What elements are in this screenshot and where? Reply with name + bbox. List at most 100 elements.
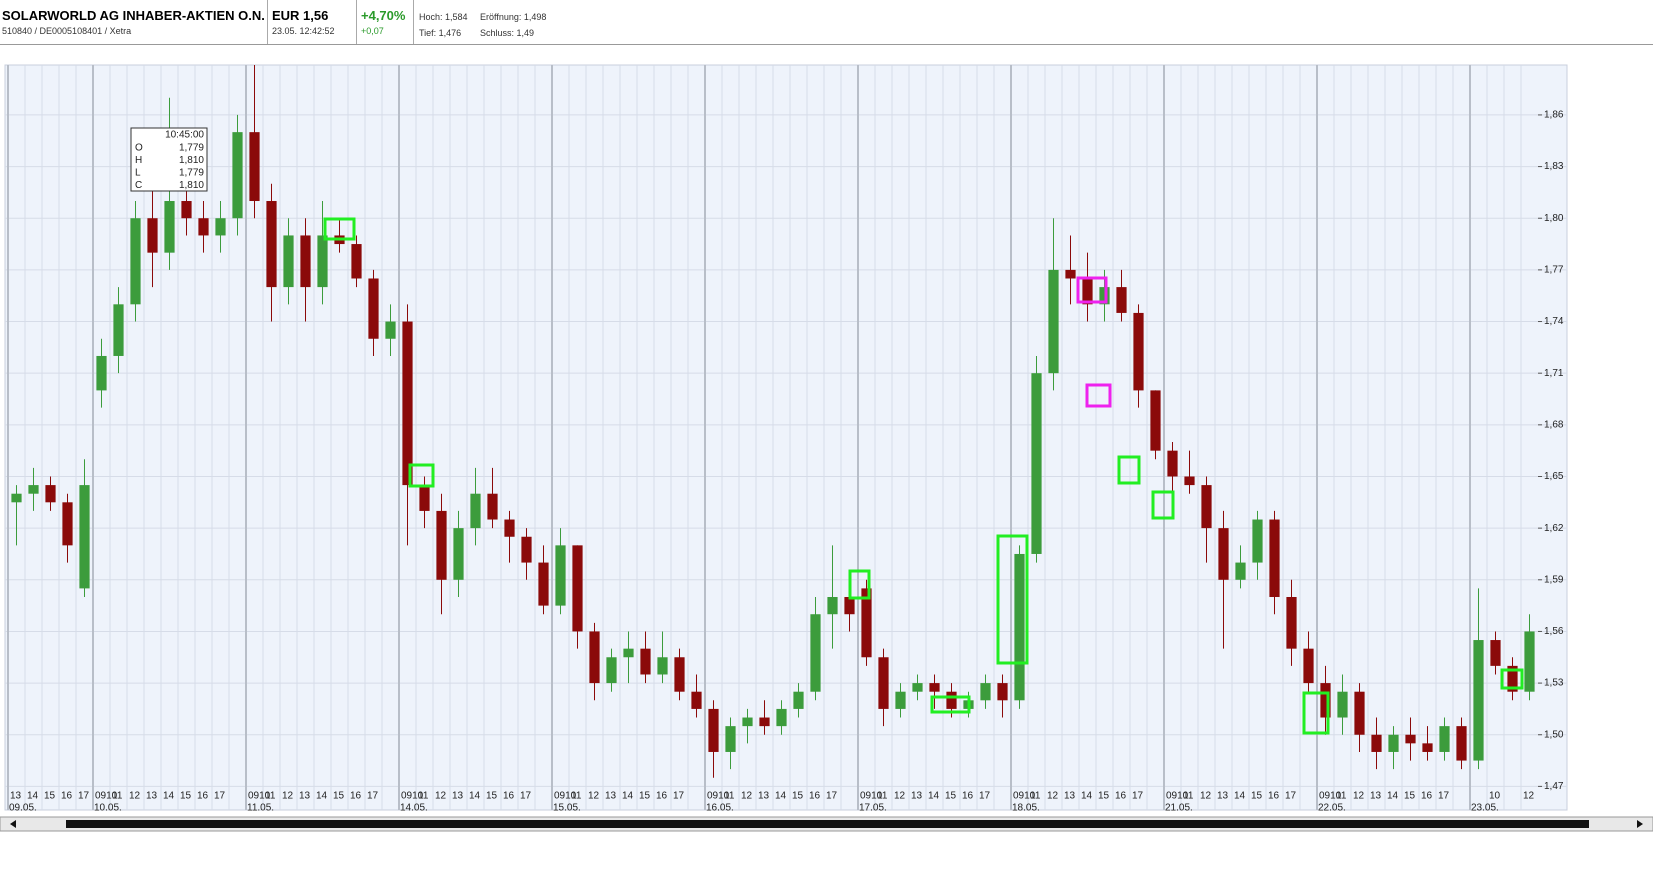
day-label: 23.05. xyxy=(1471,803,1499,814)
y-tick-label: 1,86 xyxy=(1544,110,1564,121)
x-tick-label: 14 xyxy=(316,791,328,802)
candle-body xyxy=(198,218,209,236)
x-tick-label: 12 xyxy=(894,791,906,802)
x-tick-label: 17 xyxy=(979,791,991,802)
candle-body xyxy=(1473,640,1484,761)
highlight-box xyxy=(323,217,356,241)
chart: 1,47 1,50 1,53 1,56 1,59 1,62 1,65 1,68 1,71 1,74… xyxy=(0,64,1653,832)
candle-body xyxy=(1065,269,1076,279)
x-tick-label: 16 xyxy=(1421,791,1433,802)
x-tick-label: 13 xyxy=(911,791,923,802)
x-tick-label: 0910 xyxy=(1013,791,1036,802)
candle-body xyxy=(470,493,481,529)
axes: 1,47 1,50 1,53 1,56 1,59 1,62 1,65 1,68 1,71 1,74… xyxy=(9,110,1564,814)
x-tick-label: 17 xyxy=(1132,791,1144,802)
x-tick-label: 13 xyxy=(146,791,158,802)
candle-body xyxy=(708,708,719,752)
candle-body xyxy=(997,683,1008,701)
candle-body xyxy=(776,708,787,727)
x-tick-label: 16 xyxy=(1268,791,1280,802)
x-tick-label: 12 xyxy=(1523,791,1535,802)
candle-body xyxy=(385,321,396,339)
highlight-box xyxy=(1085,383,1112,408)
x-tick-label: 13 xyxy=(758,791,770,802)
candle-body xyxy=(1405,734,1416,744)
x-tick-label: 11 xyxy=(571,791,582,802)
day-open: Eröffnung: 1,498 xyxy=(480,12,547,22)
tooltip-key: C xyxy=(135,180,142,191)
day-low: Tief: 1,476 xyxy=(419,28,462,38)
x-tick-label: 14 xyxy=(928,791,940,802)
candle-body xyxy=(1303,648,1314,684)
candle-body xyxy=(793,691,804,709)
candle-body xyxy=(351,244,362,279)
candle-body xyxy=(1235,562,1246,580)
candle-body xyxy=(1014,553,1025,701)
candle-body xyxy=(623,648,634,658)
grid xyxy=(5,65,1567,810)
candle-body xyxy=(1507,665,1518,692)
plot-background xyxy=(4,64,1568,811)
scroll-thumb[interactable] xyxy=(66,820,1589,828)
candle-body xyxy=(657,657,668,675)
tooltip-value: 1,810 xyxy=(179,155,204,166)
tooltip-key: O xyxy=(135,143,143,154)
candle-body xyxy=(606,657,617,684)
candle-body xyxy=(283,235,294,288)
candle-body xyxy=(946,691,957,709)
candle-body xyxy=(368,278,379,339)
x-tick-label: 13 xyxy=(299,791,311,802)
candle-body xyxy=(1320,683,1331,718)
y-tick-label: 1,56 xyxy=(1544,626,1564,637)
x-tick-label: 17 xyxy=(214,791,226,802)
annotations xyxy=(323,217,1524,735)
x-tick-label: 12 xyxy=(588,791,600,802)
x-tick-label: 17 xyxy=(673,791,685,802)
tooltip-key: H xyxy=(135,155,142,166)
price-cell: EUR 1,56 23.05. 12:42:52 xyxy=(268,0,357,44)
candle-body xyxy=(249,132,260,202)
y-tick-label: 1,59 xyxy=(1544,574,1564,585)
candle-body xyxy=(453,528,464,580)
tooltip-value: 1,779 xyxy=(179,143,204,154)
x-tick-label: 12 xyxy=(435,791,447,802)
candle-body xyxy=(1184,476,1195,486)
y-tick-label: 1,65 xyxy=(1544,471,1564,482)
x-tick-label: 0910 xyxy=(95,791,118,802)
x-tick-label: 16 xyxy=(61,791,73,802)
candle-body xyxy=(317,235,328,288)
x-tick-label: 15 xyxy=(792,791,804,802)
candle-body xyxy=(1201,485,1212,529)
highlight-box xyxy=(1500,668,1524,690)
candle-body xyxy=(1048,269,1059,374)
highlight-box xyxy=(848,569,871,600)
x-tick-label: 16 xyxy=(350,791,362,802)
tooltip-box xyxy=(130,127,208,192)
x-tick-label: 12 xyxy=(1353,791,1365,802)
day-high: Hoch: 1,584 xyxy=(419,12,468,22)
x-tick-label: 15 xyxy=(639,791,651,802)
x-tick-label: 11 xyxy=(724,791,735,802)
day-label: 21.05. xyxy=(1165,803,1193,814)
candle-body xyxy=(1150,390,1161,451)
candle-body xyxy=(589,631,600,684)
candle-body xyxy=(742,717,753,727)
candle-body xyxy=(1422,743,1433,752)
x-tick-label: 13 xyxy=(1370,791,1382,802)
candle-body xyxy=(1456,726,1467,761)
day-label: 17.05. xyxy=(859,803,887,814)
instrument-name: SOLARWORLD AG INHABER-AKTIEN O.N. xyxy=(2,8,265,23)
x-tick-label: 15 xyxy=(333,791,345,802)
scrollbar[interactable] xyxy=(0,816,1653,832)
candle-body xyxy=(45,485,56,503)
candle-body xyxy=(725,726,736,752)
highlight-box xyxy=(996,534,1029,665)
candle-body xyxy=(436,510,447,580)
x-tick-label: 12 xyxy=(1047,791,1059,802)
candle-body xyxy=(266,201,277,288)
candle-body xyxy=(96,355,107,391)
candle-body xyxy=(1252,519,1263,563)
candle-body xyxy=(181,201,192,219)
instrument-ids: 510840 / DE0005108401 / Xetra xyxy=(2,26,132,36)
candle-body xyxy=(844,597,855,615)
